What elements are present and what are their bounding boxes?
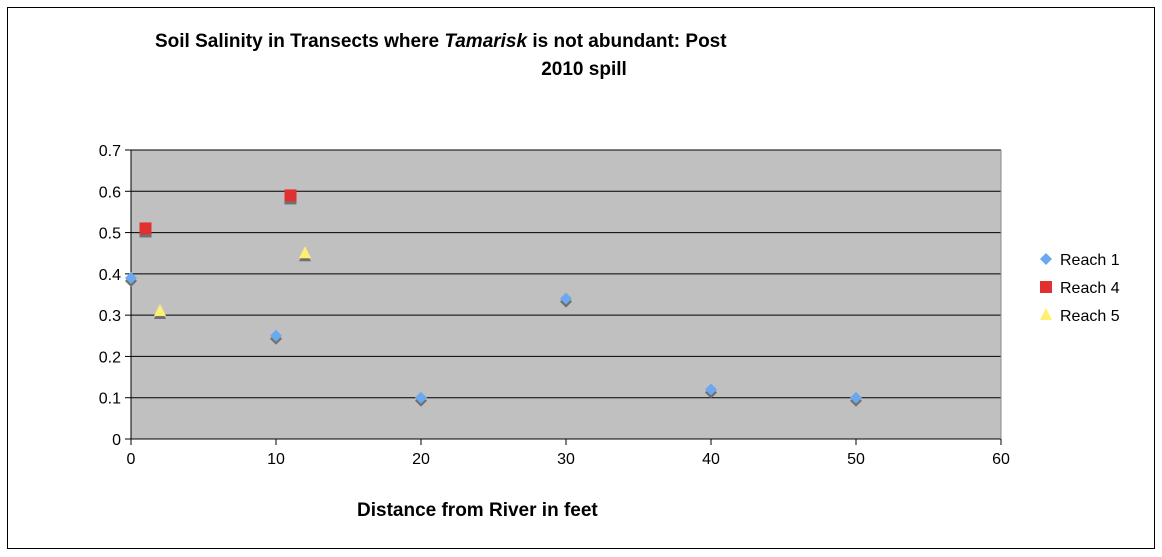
reach-5-point	[154, 304, 166, 317]
legend-reach-1-marker	[1040, 253, 1052, 265]
legend-reach-4-marker	[1040, 281, 1052, 293]
y-tick-label: 0.4	[99, 267, 121, 284]
legend-reach-4-label: Reach 4	[1060, 280, 1120, 297]
chart-title-line-2: 2010 spill	[541, 59, 627, 80]
reach-5-point	[299, 246, 311, 259]
legend-reach-1-label: Reach 1	[1060, 252, 1120, 269]
y-tick-label: 0.5	[99, 226, 121, 243]
reach-1-point	[125, 271, 137, 284]
data-markers	[125, 189, 862, 407]
y-tick-label: 0.2	[99, 349, 121, 366]
reach-4-point	[284, 189, 297, 202]
y-tick-label: 0	[112, 432, 121, 449]
y-tick-label: 0.1	[99, 391, 121, 408]
reach-1-point	[705, 383, 717, 396]
x-axis-title: Distance from River in feet	[357, 500, 598, 521]
reach-1-point	[415, 391, 427, 404]
reach-1-point	[850, 391, 862, 404]
reach-4-point	[139, 222, 152, 235]
gridlines	[131, 149, 1001, 399]
x-tick-label: 40	[702, 451, 720, 468]
legend-reach-5-marker	[1040, 308, 1052, 320]
y-tick-label: 0.3	[99, 308, 121, 325]
x-tick-label: 50	[847, 451, 865, 468]
x-tick-label: 20	[412, 451, 430, 468]
legend: Reach 1 Reach 4 Reach 5	[1040, 252, 1120, 325]
x-tick-label: 30	[557, 451, 575, 468]
y-tick-label: 0.7	[99, 143, 121, 160]
x-tick-label: 60	[992, 451, 1010, 468]
legend-reach-5-label: Reach 5	[1060, 308, 1120, 325]
chart-title-line-1: Soil Salinity in Transects where Tamaris…	[155, 31, 727, 52]
reach-1-point	[560, 292, 572, 305]
reach-1-point	[270, 329, 282, 342]
y-axis-ticks: 0 0.1 0.2 0.3 0.4 0.5 0.6 0.7	[99, 143, 131, 449]
x-tick-label: 10	[267, 451, 285, 468]
y-tick-label: 0.6	[99, 184, 121, 201]
x-tick-label: 0	[127, 451, 136, 468]
x-axis-ticks: 0 10 20 30 40 50 60	[127, 439, 1010, 468]
